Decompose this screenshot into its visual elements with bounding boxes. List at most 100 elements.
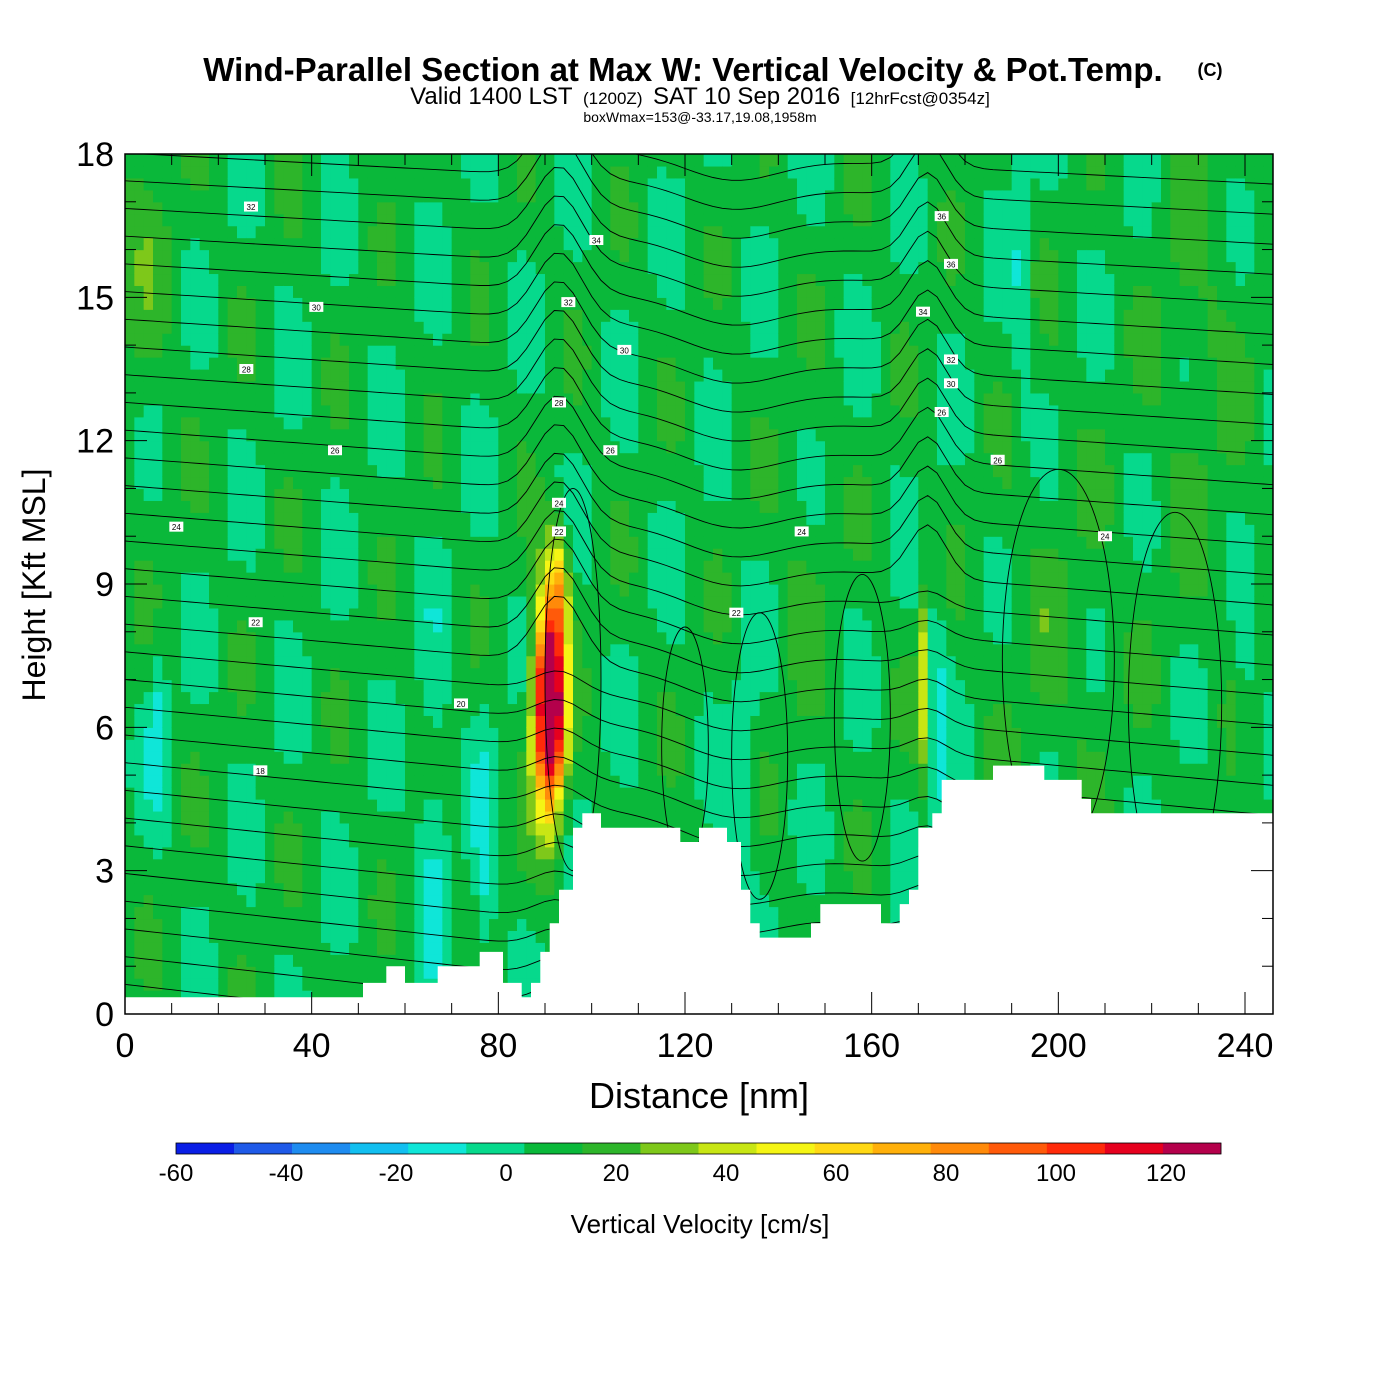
velocity-cell (339, 440, 350, 454)
velocity-cell (759, 488, 770, 501)
velocity-cell (647, 536, 658, 549)
velocity-cell (731, 464, 742, 478)
velocity-cell (246, 894, 257, 908)
velocity-cell (209, 882, 219, 896)
velocity-cell (647, 249, 658, 263)
velocity-cell (237, 739, 247, 752)
velocity-cell (433, 309, 443, 322)
velocity-cell (489, 548, 499, 561)
velocity-cell (675, 560, 686, 573)
velocity-cell (563, 404, 574, 418)
velocity-cell (675, 177, 686, 191)
velocity-cell (582, 154, 593, 167)
velocity-cell (479, 572, 490, 585)
velocity-cell (283, 213, 294, 227)
velocity-cell (386, 201, 397, 215)
velocity-cell (573, 225, 583, 239)
velocity-cell (171, 285, 182, 298)
velocity-cell (171, 464, 182, 478)
velocity-cell (479, 452, 490, 466)
velocity-cell (227, 536, 238, 549)
velocity-cell (265, 321, 275, 334)
velocity-cell (461, 440, 471, 454)
velocity-cell (666, 201, 677, 215)
velocity-cell (349, 177, 359, 191)
velocity-cell (395, 345, 406, 358)
velocity-cell (162, 739, 173, 752)
velocity-cell (237, 667, 247, 681)
velocity-cell (479, 261, 490, 275)
velocity-cell (171, 990, 182, 1003)
velocity-cell (535, 787, 546, 800)
velocity-cell (349, 858, 359, 872)
velocity-cell (339, 631, 350, 645)
velocity-cell (339, 369, 350, 382)
velocity-cell (358, 237, 369, 251)
velocity-cell (246, 846, 257, 860)
velocity-cell (591, 225, 602, 239)
velocity-cell (255, 870, 266, 884)
velocity-cell (414, 524, 425, 537)
velocity-cell (125, 619, 135, 633)
velocity-cell (563, 655, 574, 669)
velocity-cell (349, 428, 359, 442)
velocity-cell (143, 488, 154, 501)
velocity-cell (414, 727, 425, 740)
velocity-cell (722, 297, 733, 310)
velocity-cell (358, 679, 369, 693)
velocity-cell (461, 452, 471, 466)
velocity-cell (377, 655, 387, 669)
velocity-cell (199, 882, 210, 896)
velocity-cell (125, 799, 135, 812)
velocity-cell (181, 679, 191, 693)
velocity-cell (134, 380, 145, 394)
velocity-cell (386, 440, 397, 454)
velocity-cell (675, 810, 686, 824)
velocity-cell (535, 822, 546, 836)
velocity-cell (423, 655, 434, 669)
velocity-cell (526, 524, 537, 537)
velocity-cell (377, 380, 387, 394)
velocity-cell (134, 799, 145, 812)
velocity-cell (647, 512, 658, 525)
velocity-cell (601, 309, 611, 322)
velocity-cell (209, 799, 219, 812)
velocity-cell (274, 560, 285, 573)
velocity-cell (199, 775, 210, 788)
velocity-cell (227, 560, 238, 573)
velocity-cell (713, 607, 723, 621)
velocity-cell (386, 727, 397, 740)
velocity-cell (750, 679, 761, 693)
velocity-cell (713, 631, 723, 645)
velocity-cell (647, 452, 658, 466)
velocity-cell (190, 667, 201, 681)
velocity-cell (675, 273, 686, 286)
velocity-cell (731, 834, 742, 848)
velocity-cell (199, 595, 210, 609)
velocity-cell (517, 261, 527, 275)
velocity-cell (199, 954, 210, 967)
velocity-cell (470, 667, 481, 681)
velocity-cell (517, 894, 527, 908)
velocity-cell (442, 727, 453, 740)
velocity-cell (526, 273, 537, 286)
velocity-cell (283, 787, 294, 800)
velocity-cell (489, 440, 499, 454)
velocity-cell (554, 177, 565, 191)
velocity-cell (190, 500, 201, 513)
velocity-cell (274, 464, 285, 478)
velocity-cell (685, 643, 695, 657)
velocity-cell (526, 416, 537, 430)
velocity-cell (638, 607, 649, 621)
velocity-cell (227, 273, 238, 286)
velocity-cell (414, 631, 425, 645)
velocity-cell (218, 548, 229, 561)
velocity-cell (601, 189, 611, 203)
velocity-cell (246, 512, 257, 525)
velocity-cell (321, 584, 331, 597)
velocity-cell (573, 249, 583, 263)
velocity-cell (395, 524, 406, 537)
velocity-cell (171, 595, 182, 609)
velocity-cell (582, 763, 593, 776)
velocity-cell (423, 357, 434, 370)
